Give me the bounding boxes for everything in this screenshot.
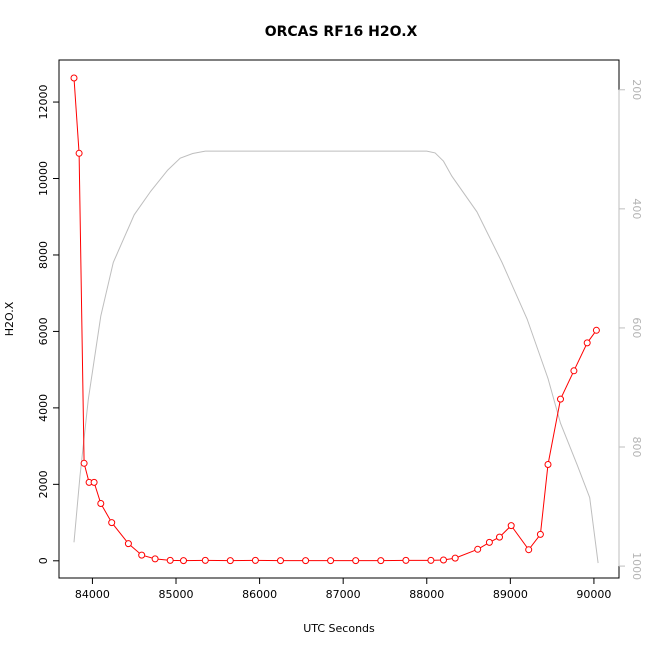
x-tick-label: 87000	[326, 588, 361, 601]
right-tick-label: 1000	[630, 552, 643, 580]
data-point	[496, 533, 503, 541]
x-tick-label: 86000	[242, 588, 277, 601]
data-point	[536, 530, 544, 538]
data-point	[485, 538, 493, 546]
right-tick-label: 600	[630, 317, 643, 338]
data-point	[592, 326, 600, 334]
data-point	[583, 339, 591, 347]
x-tick-label: 90000	[576, 588, 611, 601]
plot-frame	[58, 59, 620, 579]
series-layer	[70, 74, 600, 565]
data-point	[507, 522, 515, 530]
primary-series-line	[73, 77, 597, 562]
data-point	[440, 556, 447, 564]
y-axis-label: H2O.X	[3, 301, 16, 336]
y-tick-label: 10000	[37, 161, 50, 196]
right-tick-label: 800	[630, 437, 643, 458]
data-point	[151, 555, 159, 563]
y-tick-label: 4000	[37, 394, 50, 422]
data-point	[138, 551, 146, 559]
y-axis: 0 2000 4000 6000 8000 10000 12000	[37, 85, 60, 564]
data-point	[201, 556, 209, 564]
x-tick-label: 89000	[493, 588, 528, 601]
data-point	[377, 557, 385, 565]
data-point	[75, 149, 83, 157]
x-axis: 84000 85000 86000 87000 88000 89000 90000	[75, 577, 611, 601]
y-tick-label: 6000	[37, 317, 50, 345]
right-axis: 200 400 600 800 1000	[618, 79, 643, 580]
data-point	[97, 500, 105, 507]
data-point	[451, 554, 459, 562]
data-point	[90, 478, 98, 486]
chart-title: ORCAS RF16 H2O.X	[265, 24, 418, 40]
data-point	[166, 556, 174, 564]
data-point	[251, 556, 259, 564]
x-tick-label: 85000	[159, 588, 194, 601]
right-tick-label: 200	[630, 79, 643, 100]
data-point	[427, 556, 435, 564]
data-point	[525, 546, 533, 554]
secondary-series-line	[73, 150, 599, 564]
data-point	[70, 74, 78, 82]
data-point	[180, 557, 187, 565]
x-axis-label: UTC Seconds	[303, 622, 375, 635]
data-point	[80, 459, 88, 467]
data-point	[302, 557, 310, 565]
data-point	[544, 461, 552, 468]
data-point	[108, 519, 116, 527]
data-point	[352, 557, 360, 565]
data-point	[277, 557, 284, 565]
data-point	[226, 557, 234, 565]
data-point	[474, 545, 482, 553]
data-point	[402, 556, 410, 564]
right-tick-label: 400	[630, 198, 643, 219]
y-tick-label: 0	[37, 557, 50, 564]
y-tick-label: 8000	[37, 241, 50, 269]
data-point	[327, 557, 335, 565]
data-point	[570, 367, 578, 375]
data-point	[557, 395, 564, 403]
data-point	[124, 540, 132, 548]
x-tick-label: 88000	[409, 588, 444, 601]
y-tick-label: 2000	[37, 470, 50, 498]
x-tick-label: 84000	[75, 588, 110, 601]
y-tick-label: 12000	[37, 85, 50, 120]
